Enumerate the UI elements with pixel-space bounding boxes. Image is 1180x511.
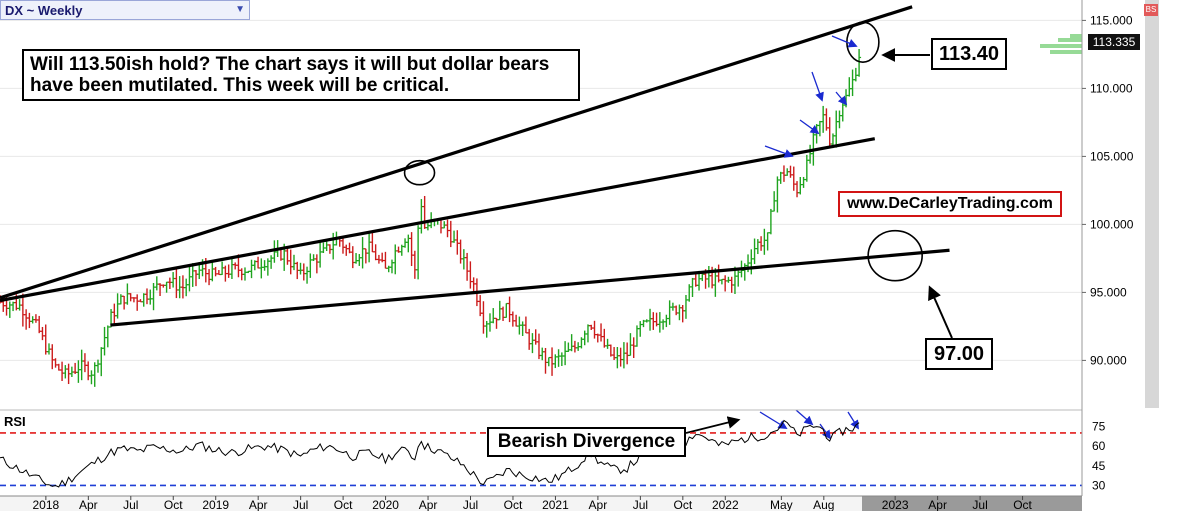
x-tick-label: 2019	[202, 498, 229, 511]
pointer-arrow	[799, 119, 820, 135]
y-tick-label: 110.000	[1090, 81, 1133, 95]
y-tick-label: 105.000	[1090, 149, 1134, 163]
volume-profile-bar	[1058, 38, 1088, 42]
divergence-arrow	[795, 409, 814, 426]
x-tick-label: Jul	[633, 498, 648, 511]
callout-arrow-divergence	[685, 416, 741, 434]
y-tick-label: 100.000	[1090, 217, 1134, 231]
level-circle	[403, 159, 436, 186]
x-tick-label: Oct	[1013, 498, 1032, 511]
symbol-title: DX ~ Weekly	[5, 3, 83, 18]
rsi-tick-label: 45	[1092, 459, 1106, 473]
callout-97-00: 97.00	[925, 338, 993, 370]
pointer-arrow	[831, 35, 858, 48]
x-tick-label: Jul	[463, 498, 478, 511]
rsi-title: RSI	[4, 414, 26, 429]
right-axis-panel	[1082, 0, 1180, 511]
y-tick-label: 90.000	[1090, 353, 1127, 367]
volume-profile	[1040, 34, 1088, 54]
x-tick-label: May	[770, 498, 793, 511]
x-tick-label: Jul	[972, 498, 987, 511]
upper-channel-line	[0, 5, 913, 300]
divergence-arrow	[819, 423, 832, 440]
lower-channel-line	[110, 248, 950, 327]
price-bars	[0, 49, 862, 387]
bearish-divergence-label: Bearish Divergence	[487, 427, 686, 457]
pointer-arrow	[811, 71, 824, 102]
future-axis-shade	[862, 496, 1082, 511]
trend-lines	[0, 5, 950, 327]
last-price-tag: 113.335	[1088, 34, 1140, 50]
callout-113-40: 113.40	[931, 38, 1007, 70]
level-circle	[846, 21, 880, 63]
rsi-line	[0, 419, 860, 488]
x-tick-label: Oct	[504, 498, 523, 511]
x-tick-label: Jul	[293, 498, 308, 511]
triangle-down-icon[interactable]: ▼	[235, 4, 245, 15]
x-tick-label: Apr	[79, 498, 98, 511]
pointer-arrow	[835, 91, 848, 106]
volume-profile-bar	[1040, 44, 1088, 48]
scrollbar-track	[1145, 0, 1159, 408]
x-tick-label: Oct	[673, 498, 692, 511]
middle-channel-line	[0, 137, 876, 303]
symbol-selector[interactable]: DX ~ Weekly ▼	[0, 0, 250, 20]
x-tick-label: 2022	[712, 498, 739, 511]
x-tick-label: Jul	[123, 498, 138, 511]
rsi-tick-label: 30	[1092, 478, 1106, 492]
commentary-line-2: have been mutilated. This week will be c…	[30, 75, 450, 96]
x-tick-label: 2020	[372, 498, 399, 511]
volume-profile-bar	[1070, 34, 1088, 38]
x-tick-label: Oct	[164, 498, 183, 511]
x-tick-label: 2023	[882, 498, 909, 511]
x-tick-label: Aug	[813, 498, 834, 511]
x-tick-label: Oct	[334, 498, 353, 511]
divergence-arrow	[759, 411, 788, 429]
commentary-line-1: Will 113.50ish hold? The chart says it w…	[30, 54, 550, 75]
x-tick-label: Apr	[249, 498, 268, 511]
x-tick-label: Apr	[419, 498, 438, 511]
pointer-arrow	[764, 145, 794, 158]
rsi-tick-label: 60	[1092, 439, 1106, 453]
level-circle	[867, 229, 923, 282]
x-tick-label: 2018	[33, 498, 60, 511]
volume-profile-bar	[1050, 50, 1088, 54]
x-tick-label: Apr	[928, 498, 947, 511]
website-label[interactable]: www.DeCarleyTrading.com	[838, 191, 1062, 217]
y-tick-label: 115.000	[1090, 13, 1133, 27]
rsi-tick-label: 75	[1092, 419, 1106, 433]
x-tick-label: Apr	[589, 498, 608, 511]
time-axis-bg	[0, 496, 1082, 511]
callout-arrow-lower	[928, 285, 953, 339]
divergence-arrow	[847, 411, 859, 430]
annotation-arrows	[685, 34, 1088, 440]
x-tick-label: 2021	[542, 498, 569, 511]
commentary-box: Will 113.50ish hold? The chart says it w…	[22, 49, 580, 101]
corner-badge: BS	[1144, 4, 1158, 16]
y-tick-label: 95.000	[1090, 285, 1127, 299]
